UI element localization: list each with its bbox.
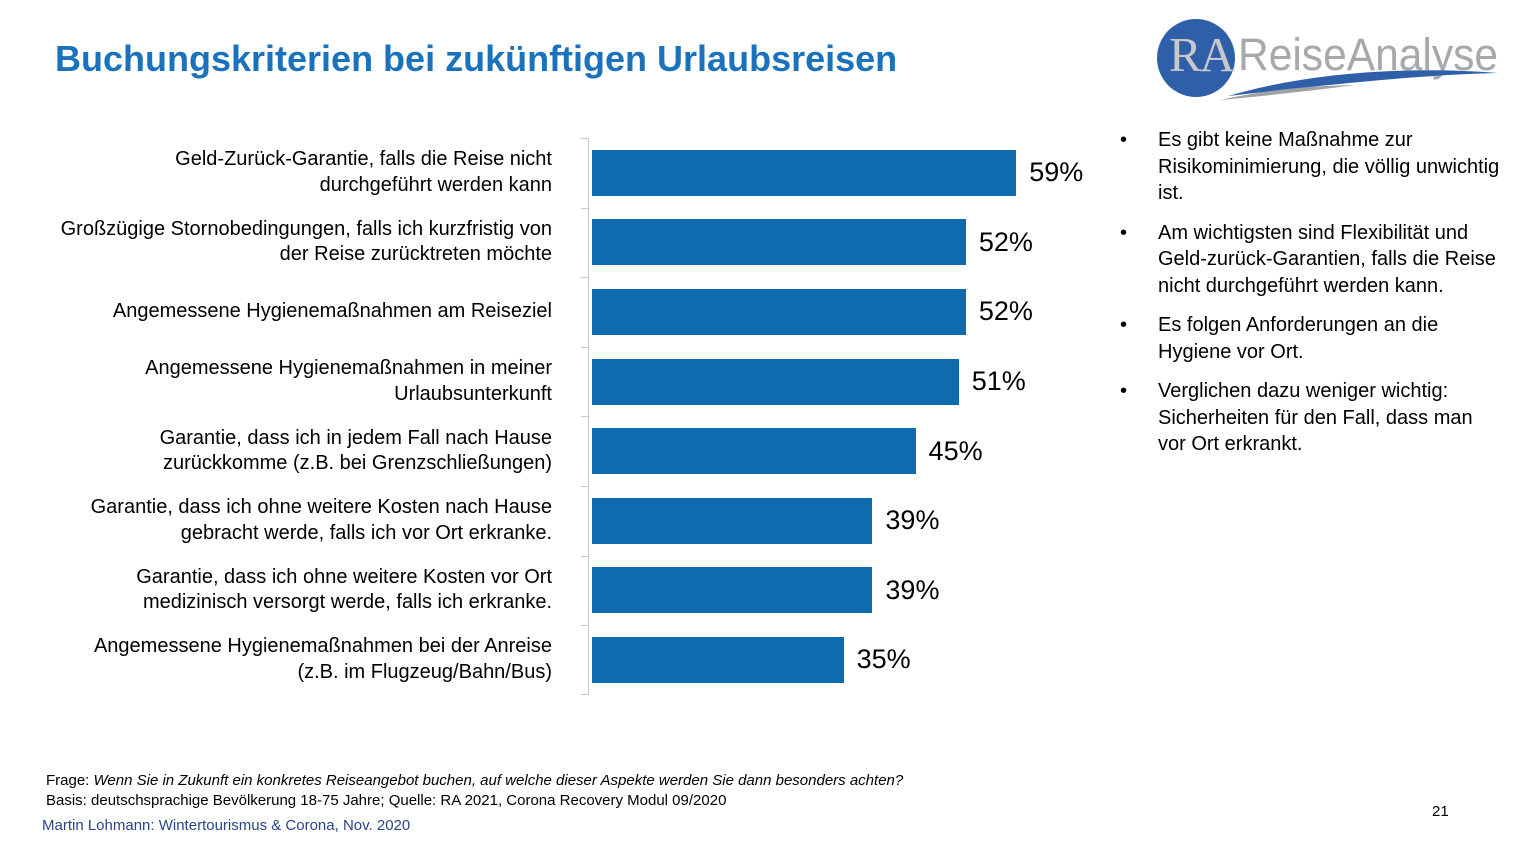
footer-credit: Martin Lohmann: Wintertourismus & Corona… xyxy=(42,817,411,834)
bar-category-label: Garantie, dass ich in jedem Fall nach Ha… xyxy=(159,426,552,475)
bar-category-label: Großzügige Stornobedingungen, falls ich … xyxy=(60,217,552,266)
bullet-item: • Verglichen dazu weniger wichtig: Sicher… xyxy=(1120,378,1500,458)
chart-axis xyxy=(588,138,589,695)
bar-value-label: 52% xyxy=(978,296,1033,327)
bullet-item: • Es gibt keine Maßnahme zur Risikominimi… xyxy=(1120,127,1500,207)
bullet-item: • Es folgen Anforderungen an die Hygiene … xyxy=(1120,312,1500,365)
bar-area: 45% xyxy=(592,428,1130,475)
bar xyxy=(592,636,844,683)
bar-category-label: Garantie, dass ich ohne weitere Kosten v… xyxy=(136,565,552,614)
axis-tick xyxy=(581,693,588,695)
bullet-text: Es gibt keine Maßnahme zur Risikominimie… xyxy=(1158,129,1500,204)
bar-row: Garantie, dass ich ohne weitere Kosten n… xyxy=(60,486,1130,556)
bar-area: 59% xyxy=(592,149,1130,196)
bar-row: Angemessene Hygienemaßnahmen in meiner U… xyxy=(60,347,1130,417)
bar-area: 52% xyxy=(592,288,1130,335)
bar-row: Geld-Zurück-Garantie, falls die Reise ni… xyxy=(60,138,1130,208)
reiseanalyse-logo-icon: RA ReiseAnalyse xyxy=(1157,19,1498,100)
bar-chart: Geld-Zurück-Garantie, falls die Reise ni… xyxy=(60,138,1130,695)
footer: Frage: Wenn Sie in Zukunft ein konkretes… xyxy=(46,771,903,810)
bar-area: 52% xyxy=(592,219,1130,266)
bar-value-label: 35% xyxy=(856,644,911,675)
bar-value-label: 39% xyxy=(885,505,940,536)
bar xyxy=(592,497,873,544)
bar xyxy=(592,219,966,266)
bar-row: Großzügige Stornobedingungen, falls ich … xyxy=(60,208,1130,278)
bar-area: 35% xyxy=(592,636,1130,683)
chart-rows: Geld-Zurück-Garantie, falls die Reise ni… xyxy=(60,138,1130,695)
bar xyxy=(592,567,873,614)
bar xyxy=(592,149,1017,196)
logo-swoosh-blue xyxy=(1228,70,1498,96)
bullet-item: • Am wichtigsten sind Flexibilität und Ge… xyxy=(1120,220,1500,300)
axis-tick xyxy=(581,207,588,209)
axis-tick xyxy=(581,486,588,487)
axis-tick xyxy=(581,138,588,139)
bar-row: Garantie, dass ich ohne weitere Kosten v… xyxy=(60,556,1130,626)
bar-value-label: 59% xyxy=(1029,157,1084,188)
axis-tick xyxy=(581,555,588,557)
footer-basis: Basis: deutschsprachige Bevölkerung 18-7… xyxy=(46,791,727,809)
bullet-text: Es folgen Anforderungen an die Hygiene v… xyxy=(1158,314,1439,363)
logo-initials: RA xyxy=(1169,27,1236,82)
slide-title: Buchungskriterien bei zukünftigen Urlaub… xyxy=(55,38,898,79)
bar-area: 39% xyxy=(592,567,1130,614)
bullet-marker-icon: • xyxy=(1120,221,1128,244)
bar-row: Angemessene Hygienemaßnahmen am Reisezie… xyxy=(60,277,1130,347)
bar-row: Angemessene Hygienemaßnahmen bei der Anr… xyxy=(60,625,1130,695)
bar xyxy=(592,358,959,405)
bar xyxy=(592,288,966,335)
logo-swoosh-gray xyxy=(1220,85,1355,100)
footer-question: Frage: Wenn Sie in Zukunft ein konkretes… xyxy=(46,771,903,791)
footer-question-label: Frage: xyxy=(46,772,90,789)
bar-value-label: 39% xyxy=(885,574,940,605)
bar-value-label: 45% xyxy=(928,435,983,466)
bullet-marker-icon: • xyxy=(1120,129,1128,151)
bar-area: 51% xyxy=(592,358,1130,405)
bullet-marker-icon: • xyxy=(1120,314,1128,336)
bar-value-label: 51% xyxy=(971,366,1026,397)
axis-tick xyxy=(581,416,588,418)
footer-question-text: Wenn Sie in Zukunft ein konkretes Reisea… xyxy=(93,772,904,789)
bar xyxy=(592,428,916,475)
axis-tick xyxy=(581,346,588,348)
bar-category-label: Angemessene Hygienemaßnahmen in meiner U… xyxy=(145,357,552,405)
bar-value-label: 52% xyxy=(978,226,1033,257)
page-number: 21 xyxy=(1432,803,1449,820)
bullet-text: Verglichen dazu weniger wichtig: Sicherh… xyxy=(1158,380,1473,455)
axis-tick xyxy=(581,277,588,279)
bar-category-label: Garantie, dass ich ohne weitere Kosten n… xyxy=(90,496,552,544)
axis-tick xyxy=(581,625,588,627)
bar-category-label: Angemessene Hygienemaßnahmen am Reisezie… xyxy=(112,300,552,323)
bar-category-label: Geld-Zurück-Garantie, falls die Reise ni… xyxy=(175,148,552,196)
bullet-marker-icon: • xyxy=(1120,380,1128,402)
bar-row: Garantie, dass ich in jedem Fall nach Ha… xyxy=(60,416,1130,486)
logo-circle xyxy=(1157,19,1235,97)
bar-category-label: Angemessene Hygienemaßnahmen bei der Anr… xyxy=(93,635,552,683)
bullet-text: Am wichtigsten sind Flexibilität und Gel… xyxy=(1158,221,1496,297)
insights-list: • Es gibt keine Maßnahme zur Risikominimi… xyxy=(1120,127,1500,471)
reiseanalyse-logo: RA ReiseAnalyse xyxy=(1150,8,1502,104)
bar-area: 39% xyxy=(592,497,1130,544)
